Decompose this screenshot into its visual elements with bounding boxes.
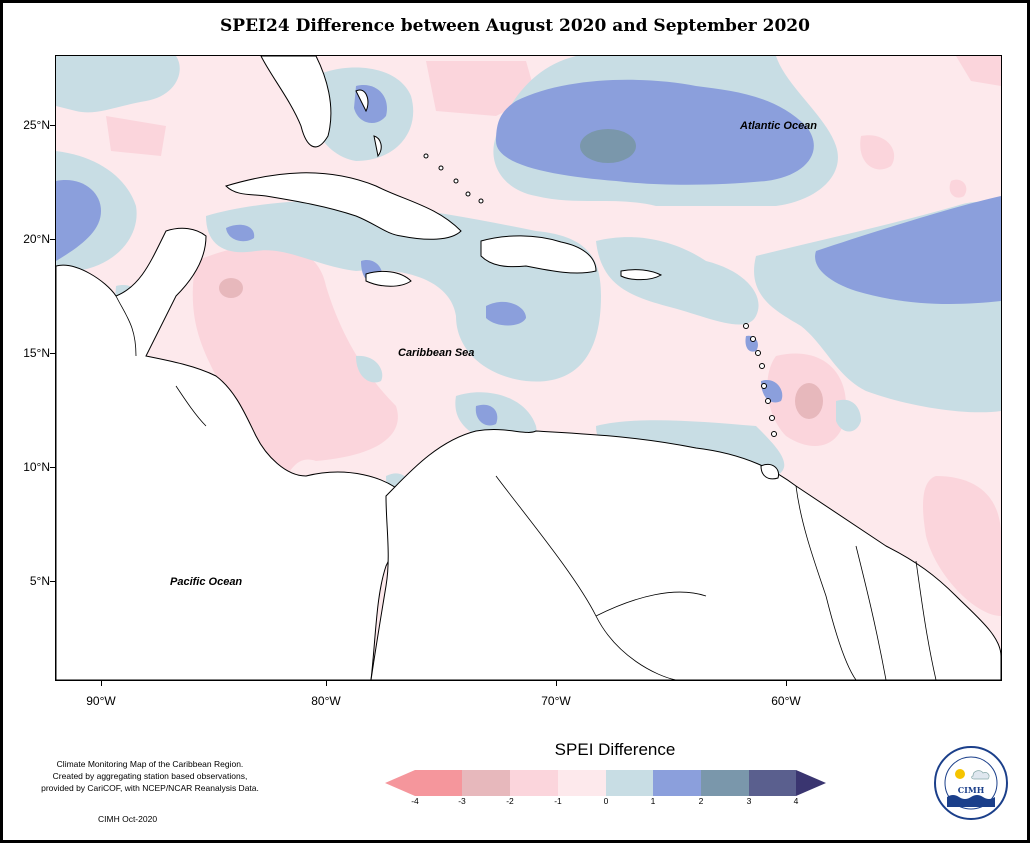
lat-label: 25°N [23, 118, 50, 132]
map-panel: Atlantic Ocean Caribbean Sea Pacific Oce… [55, 55, 1002, 681]
legend-swatch [653, 770, 701, 796]
lat-label: 20°N [23, 232, 50, 246]
lon-label: 70°W [541, 694, 571, 708]
legend-tick: 3 [746, 796, 752, 806]
lon-tick [326, 680, 327, 686]
legend-tick: 4 [793, 796, 799, 806]
lat-tick [50, 353, 55, 354]
label-caribbean-sea: Caribbean Sea [398, 347, 475, 359]
legend-swatch [701, 770, 749, 796]
legend-tick: -1 [554, 796, 562, 806]
legend-title: SPEI Difference [554, 740, 676, 759]
credit-line-3: provided by CariCOF, with NCEP/NCAR Rean… [41, 783, 259, 793]
lat-label: 5°N [29, 574, 50, 588]
lat-tick [50, 467, 55, 468]
credit-line-2: Created by aggregating station based obs… [52, 771, 248, 781]
lon-label: 80°W [311, 694, 341, 708]
legend-swatch [606, 770, 653, 796]
lat-tick [50, 125, 55, 126]
credit-date: CIMH Oct-2020 [98, 814, 158, 824]
field-pos1-patches [56, 79, 1001, 507]
legend-tick: 1 [650, 796, 656, 806]
legend-colorbar [385, 770, 826, 796]
credit-text: Climate Monitoring Map of the Caribbean … [30, 758, 270, 794]
lon-label: 90°W [86, 694, 116, 708]
legend-swatch [510, 770, 558, 796]
legend-swatch [462, 770, 510, 796]
legend-tick: 0 [603, 796, 609, 806]
waves-icon [947, 795, 995, 807]
map-title: SPEI24 Difference between August 2020 an… [220, 16, 810, 36]
legend-tick: 2 [698, 796, 704, 806]
cimh-logo: CIMH [934, 746, 1008, 820]
logo-text: CIMH [958, 785, 985, 795]
credit-line-1: Climate Monitoring Map of the Caribbean … [56, 759, 244, 769]
land-masses [56, 56, 1001, 680]
label-atlantic-ocean: Atlantic Ocean [740, 120, 818, 132]
lat-tick [50, 581, 55, 582]
field-neg2-patches [219, 278, 823, 419]
legend-swatch [749, 770, 796, 796]
legend-swatch [558, 770, 606, 796]
cloud-icon [971, 770, 990, 780]
lon-tick [786, 680, 787, 686]
lon-tick [101, 680, 102, 686]
legend-arrow-max [796, 770, 826, 796]
lat-tick [50, 239, 55, 240]
legend-tick: -4 [411, 796, 419, 806]
field-pos2-patch [580, 129, 636, 163]
label-pacific-ocean: Pacific Ocean [170, 576, 243, 588]
lon-tick [556, 680, 557, 686]
legend-tick: -3 [458, 796, 466, 806]
legend-swatch [415, 770, 462, 796]
country-borders [115, 295, 937, 680]
legend-tick: -2 [506, 796, 514, 806]
lon-label: 60°W [771, 694, 801, 708]
sun-icon [955, 769, 965, 779]
lat-label: 15°N [23, 346, 50, 360]
legend-arrow-min [385, 770, 415, 796]
lat-label: 10°N [23, 460, 50, 474]
spei-map [56, 56, 1001, 680]
